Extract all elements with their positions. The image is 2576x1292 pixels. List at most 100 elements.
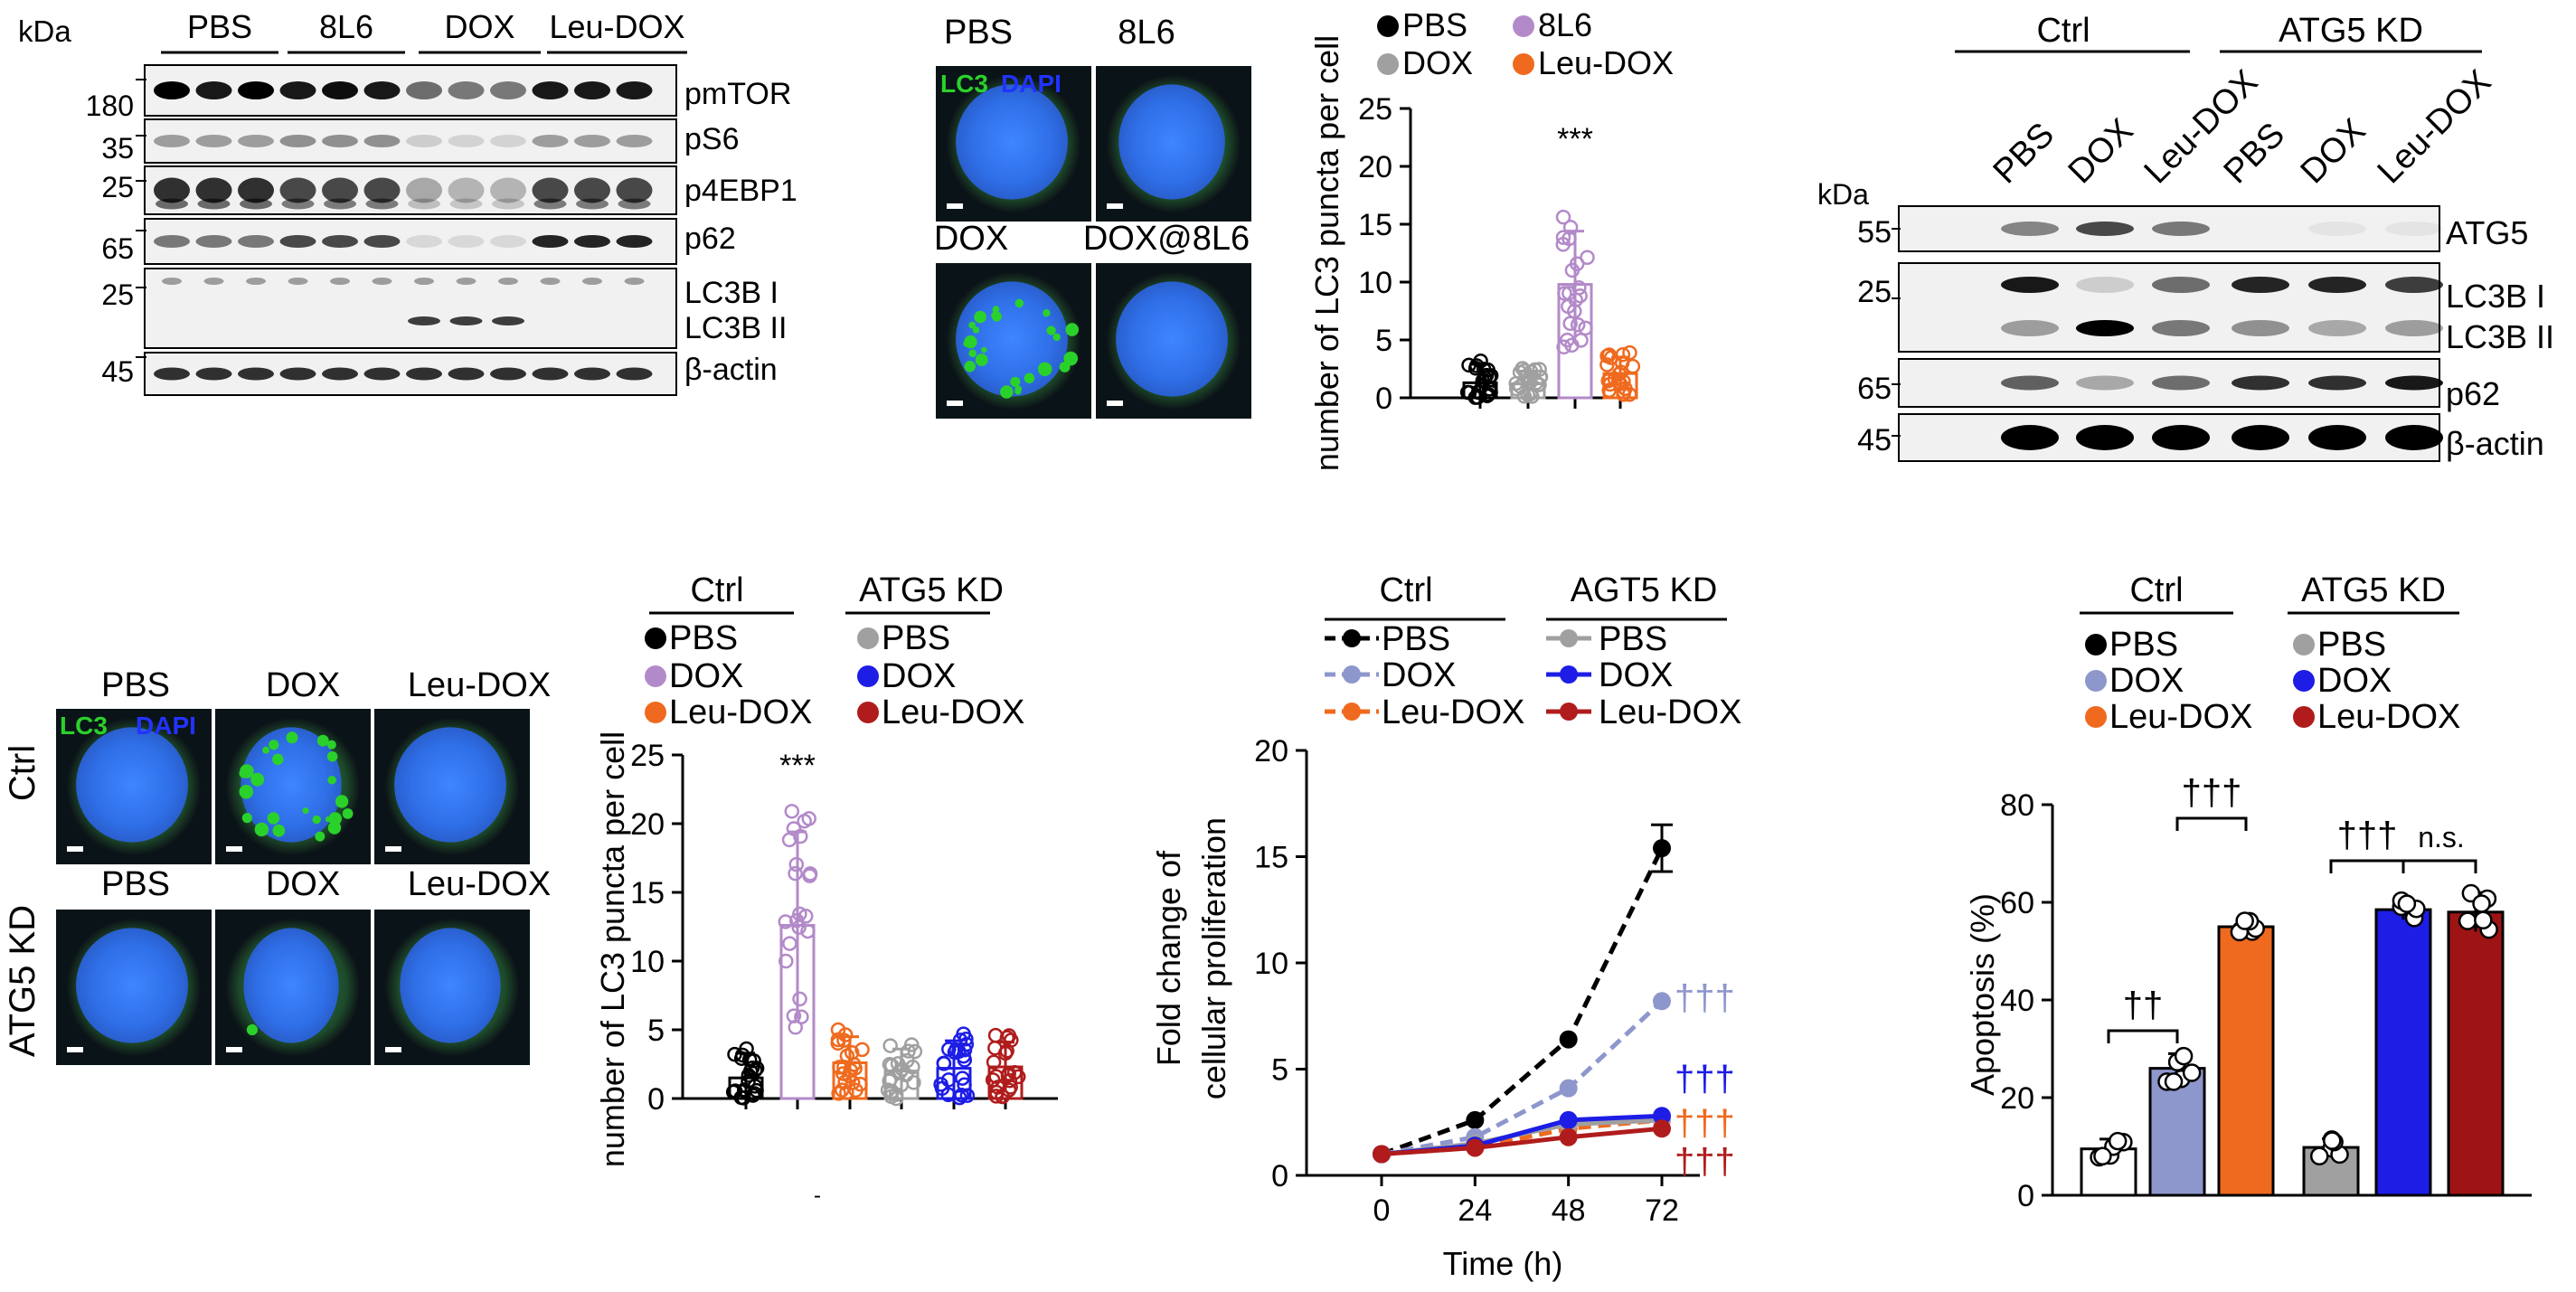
data-point: [884, 1083, 900, 1099]
band-name-0: pmTOR: [684, 77, 791, 111]
kda-label: kDa: [18, 14, 71, 48]
band: [448, 135, 485, 147]
data-point: [1509, 381, 1524, 397]
band: [2232, 425, 2289, 450]
nucleus: [243, 928, 339, 1043]
data-point: [883, 1089, 899, 1105]
series-line-5: [1381, 1126, 1663, 1156]
band: [363, 367, 401, 381]
band: [574, 81, 610, 99]
band: [616, 177, 653, 203]
lc3-punctum: [335, 795, 349, 808]
dapi-stain-label: DAPI: [1001, 70, 1062, 98]
band: [616, 81, 653, 99]
band: [154, 135, 190, 147]
band: [582, 278, 602, 285]
band: [2001, 277, 2059, 293]
band: [2308, 425, 2366, 450]
legend-dot: [1343, 665, 1361, 684]
band: [2232, 375, 2289, 391]
band: [238, 81, 274, 99]
data-point: [987, 1040, 1003, 1056]
significance-0: †††: [1675, 978, 1735, 1018]
legend-kd-0: PBS: [882, 619, 950, 657]
group-ctrl: Ctrl: [2036, 12, 2090, 50]
band: [363, 177, 401, 203]
data-point: [1555, 209, 1571, 225]
band-name-3: p62: [2446, 375, 2500, 412]
band: [406, 81, 442, 99]
lc3-punctum: [1010, 376, 1021, 387]
band-marker-4: 25: [101, 278, 134, 311]
data-point: [1613, 364, 1629, 380]
band: [154, 81, 190, 99]
data-point: [831, 1086, 846, 1101]
band: [574, 367, 610, 381]
series-point: [1653, 1107, 1671, 1126]
data-point: [836, 1060, 852, 1075]
lane-label-4: DOX: [2294, 111, 2373, 191]
y-tick-label: 15: [630, 876, 665, 910]
band: [616, 135, 653, 147]
data-point: [727, 1046, 742, 1062]
data-point: [985, 1072, 1001, 1088]
lc3-punctum: [964, 360, 976, 373]
legend-ctrl-2: Leu-DOX: [669, 693, 812, 731]
lc3-punctum: [272, 824, 286, 837]
band: [154, 367, 190, 381]
series-point: [1653, 1119, 1671, 1138]
data-point: [1483, 384, 1498, 401]
data-point: [734, 1047, 750, 1063]
legend-label-3: Leu-DOX: [1538, 44, 1674, 81]
data-point: [1480, 362, 1496, 378]
band: [616, 235, 653, 248]
band: [2001, 375, 2059, 391]
band: [195, 81, 232, 99]
lc3-punctum: [250, 772, 265, 787]
data-point: [837, 1074, 853, 1089]
lc3-punctum: [326, 740, 336, 750]
legend-dot: [857, 627, 879, 649]
y-tick-label: 10: [1358, 266, 1392, 300]
scale-bar: [226, 1047, 242, 1052]
legend-ctrl-0: PBS: [1382, 620, 1450, 658]
data-point: [2093, 1146, 2112, 1166]
y-tick-label: 0: [647, 1082, 665, 1117]
data-point: [882, 1038, 898, 1053]
lc3-punctum: [1024, 373, 1035, 384]
data-point: [958, 1031, 974, 1047]
data-point: [2474, 910, 2493, 929]
data-point: [2182, 1063, 2202, 1082]
data-point: [788, 865, 803, 882]
band: [449, 198, 483, 210]
group-label-3: Leu-DOX: [549, 8, 684, 45]
band-marker-6: 45: [101, 355, 134, 388]
row-label-kd: ATG5 KD: [3, 905, 42, 1057]
blot-strip: [1898, 262, 2440, 353]
data-point: [954, 1087, 969, 1103]
band-marker-0: 55: [1857, 215, 1892, 250]
band: [288, 278, 308, 285]
band: [2385, 222, 2443, 236]
group-ctrl: Ctrl: [1379, 571, 1432, 609]
significance-1: †††: [2182, 773, 2242, 813]
western-blot-top: kDa PBS 8L6 DOX Leu-DOX pmTOR 180 pS6 35 p4EBP1…: [18, 8, 797, 396]
lc3-punctum: [1052, 333, 1061, 342]
lc3-punctum: [267, 812, 280, 825]
band: [498, 278, 518, 285]
band: [279, 177, 316, 203]
stray-mark: -: [814, 1184, 821, 1208]
band-name-5: LC3B II: [684, 311, 787, 345]
legend-kd-2: Leu-DOX: [882, 693, 1024, 731]
band: [490, 135, 526, 147]
band: [279, 135, 316, 147]
data-point: [836, 1033, 852, 1048]
lc3-punctum: [302, 807, 309, 815]
band: [2232, 277, 2289, 293]
y-axis-label: Apoptosis (%): [1964, 893, 2001, 1096]
nucleus: [76, 727, 188, 843]
y-tick-label: 25: [1358, 92, 1392, 127]
series-point: [1559, 1079, 1578, 1098]
group-label-0: PBS: [187, 8, 252, 45]
band: [406, 235, 442, 248]
